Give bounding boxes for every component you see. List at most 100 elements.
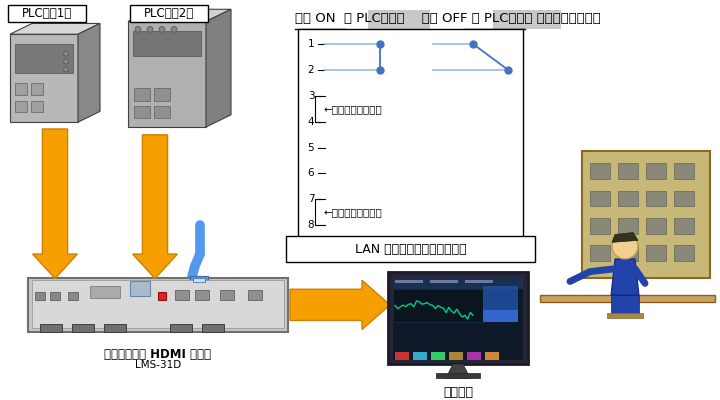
Bar [431,352,445,360]
Bar [465,280,493,283]
Bar [590,218,610,234]
Bar [158,292,166,300]
Bar [582,152,710,278]
Bar [607,313,643,318]
Polygon shape [446,364,470,378]
Text: 8: 8 [307,220,315,230]
Bar [618,218,638,234]
Bar [35,292,45,300]
Text: ←ショートします。: ←ショートします。 [323,104,382,114]
Circle shape [63,67,68,72]
Circle shape [171,26,177,32]
Bar [32,280,284,328]
Bar [646,245,666,261]
Text: 6: 6 [307,168,315,178]
Bar [90,286,120,298]
Bar [28,278,288,332]
Circle shape [63,59,68,64]
Bar [15,101,27,112]
Text: PLCの（2）: PLCの（2） [144,7,194,20]
Bar [618,190,638,206]
Bar [68,292,78,300]
Bar [72,324,94,332]
Polygon shape [32,129,78,278]
Bar [298,29,523,256]
Circle shape [159,26,165,32]
Polygon shape [128,9,231,22]
Bar [540,295,715,302]
Bar [493,10,561,29]
Bar [449,352,463,360]
Polygon shape [10,24,100,34]
Text: 3: 3 [307,91,315,101]
Bar [130,282,150,296]
Text: 監視画面: 監視画面 [443,386,473,399]
Polygon shape [132,135,177,278]
Bar [393,289,483,322]
Text: PLCの（1）: PLCの（1） [22,7,72,20]
Bar [395,280,423,283]
Bar [134,106,150,118]
Bar [618,163,638,179]
Bar [220,290,234,300]
Bar [395,352,409,360]
Bar [195,290,209,300]
Bar [646,190,666,206]
Bar [467,352,481,360]
Text: 2: 2 [307,65,315,75]
Bar [133,31,201,56]
Bar [286,236,535,262]
Text: ←ショートします。: ←ショートします。 [323,207,382,217]
Bar [483,286,518,311]
Bar [611,295,639,313]
Bar [590,163,610,179]
Polygon shape [78,24,100,122]
Bar [248,290,262,300]
Circle shape [63,51,68,56]
Circle shape [135,26,141,32]
Bar [393,276,523,289]
Bar [393,280,523,360]
Text: LMS-31D: LMS-31D [135,360,181,370]
Bar [388,272,528,364]
Polygon shape [206,9,231,127]
Bar [618,245,638,261]
Bar [430,280,458,283]
Bar [190,276,208,285]
Polygon shape [612,232,638,242]
Bar [590,245,610,261]
Bar [674,218,694,234]
Bar [483,310,518,322]
Text: LAN コネクタ　ピンアサイン: LAN コネクタ ピンアサイン [355,243,467,256]
Polygon shape [128,22,206,127]
Bar [175,290,189,300]
Bar [31,83,43,95]
Circle shape [612,234,638,259]
Circle shape [147,26,153,32]
Text: 7: 7 [307,194,315,204]
Bar [590,190,610,206]
Polygon shape [290,280,390,330]
Bar [130,5,208,22]
Bar [646,163,666,179]
Text: 接点 ON  で PLC（１）    接点 OFF で PLC（２） が表示されます。: 接点 ON で PLC（１） 接点 OFF で PLC（２） が表示されます。 [295,12,600,25]
Bar [154,88,170,101]
Bar [674,245,694,261]
Bar [674,190,694,206]
Bar [436,373,480,378]
Bar [154,106,170,118]
Bar [170,324,192,332]
Bar [193,278,205,282]
Text: 5: 5 [307,142,315,152]
Bar [134,88,150,101]
Bar [485,352,499,360]
Text: 1: 1 [307,39,315,49]
Bar [104,324,126,332]
Bar [40,324,62,332]
Text: 4: 4 [307,117,315,127]
Bar [674,163,694,179]
Bar [50,292,60,300]
Bar [15,83,27,95]
Bar [8,5,86,22]
Bar [15,44,73,73]
